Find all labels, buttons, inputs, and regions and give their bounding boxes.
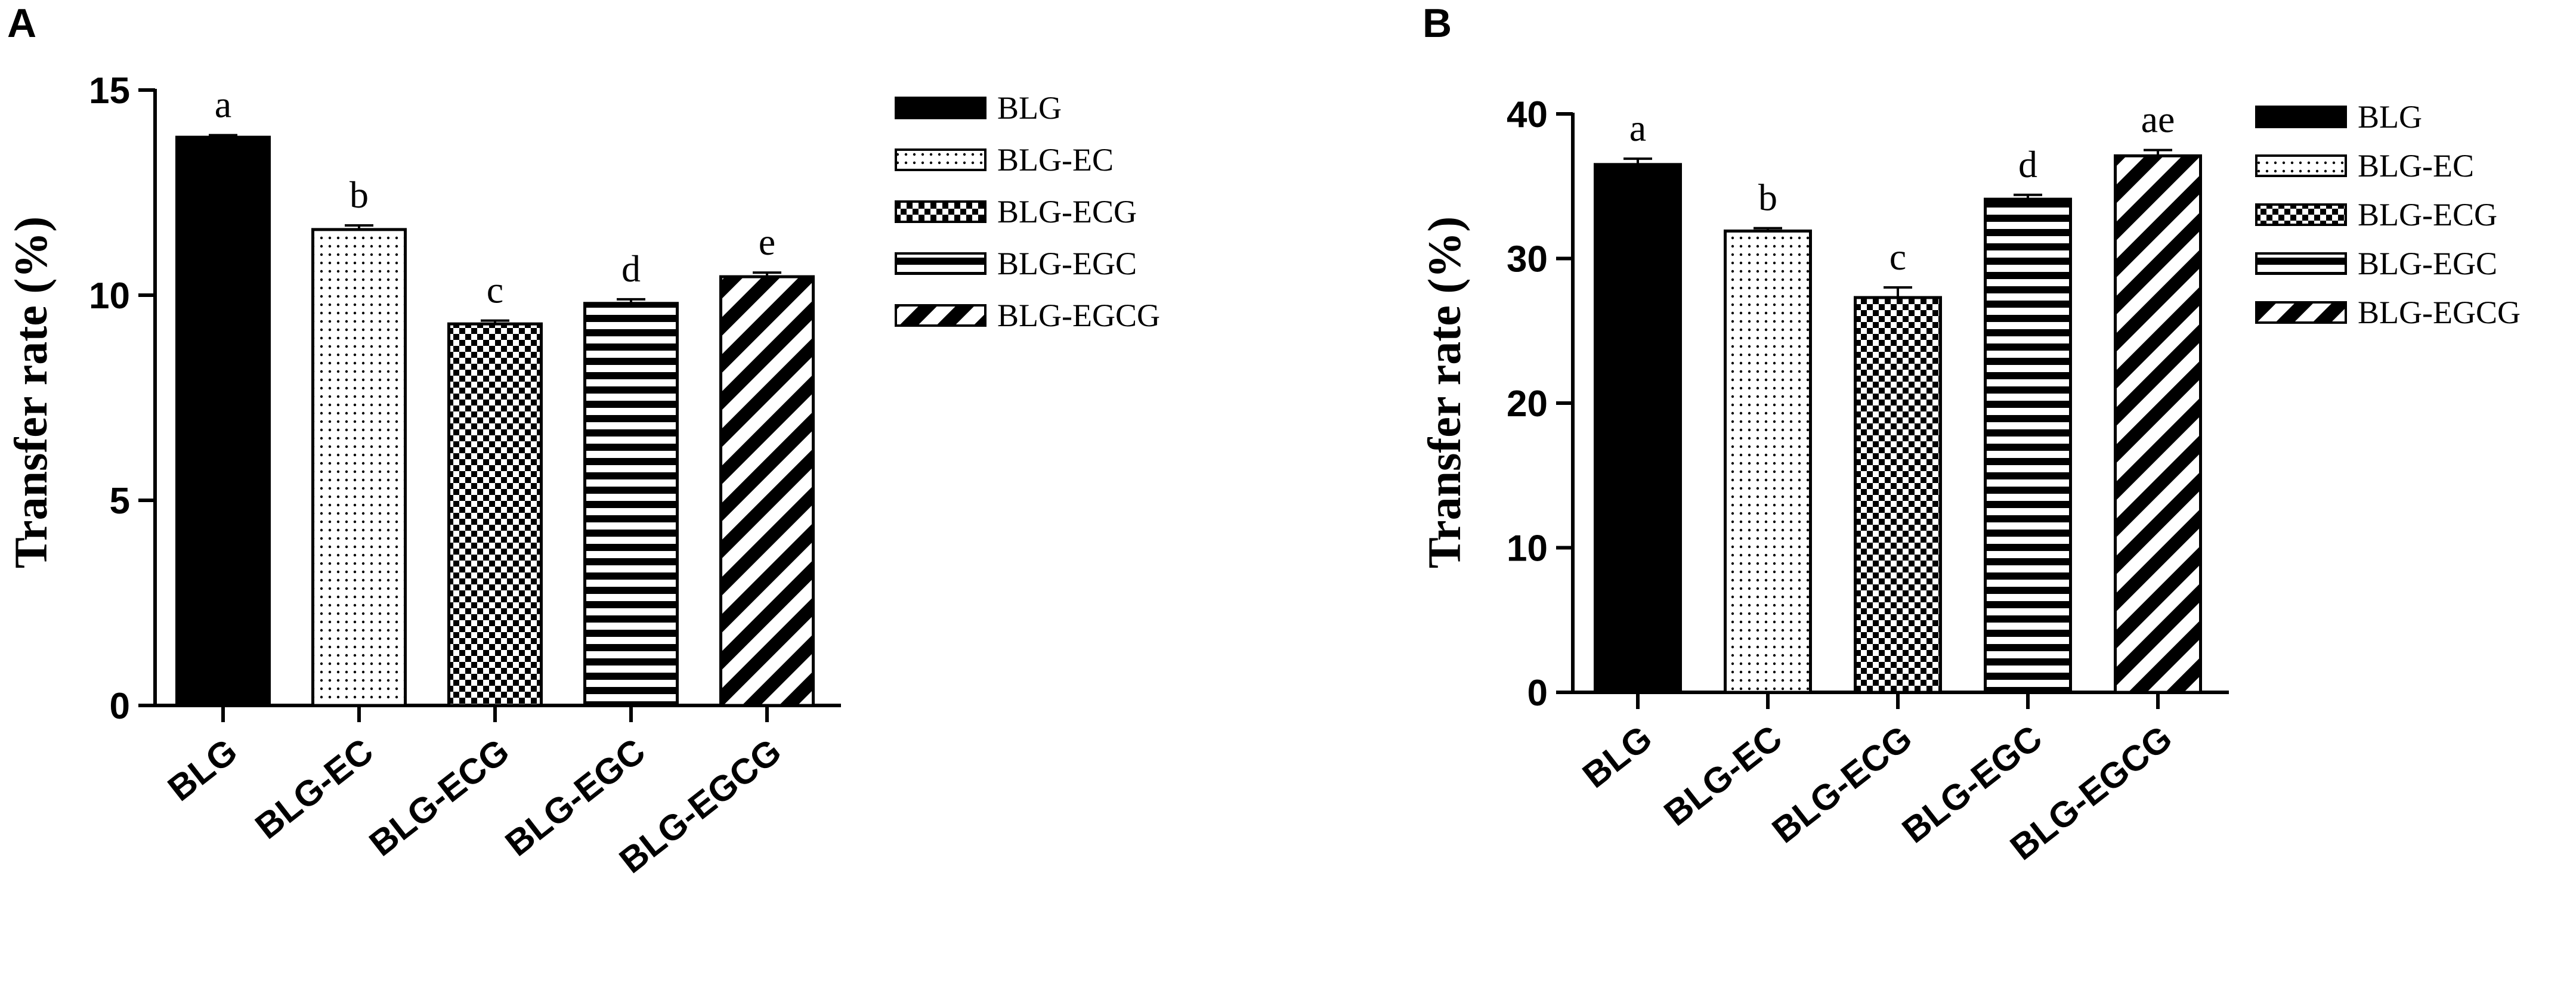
legend-label: BLG	[997, 90, 1062, 126]
y-tick-label: 40	[1507, 94, 1548, 135]
bar	[1724, 229, 1812, 694]
legend-label: BLG-EGCG	[997, 298, 1160, 333]
legend-swatch	[895, 97, 987, 119]
bar	[2114, 154, 2202, 694]
x-tick-label: BLG-ECG	[1765, 717, 1919, 850]
legend: BLG BLG-EC BLG-ECG BLG-EGC BLG-EGCG	[2255, 99, 2521, 330]
legend-swatch	[895, 200, 987, 223]
y-tick-label: 10	[1507, 528, 1548, 569]
significance-letter: ae	[2141, 98, 2175, 141]
y-tick-label: 20	[1507, 383, 1548, 425]
significance-letter: a	[1629, 107, 1646, 149]
panel-label: B	[1422, 1, 1452, 46]
bar	[1594, 163, 1682, 694]
bar	[447, 322, 543, 707]
legend-label: BLG-EGCG	[2358, 295, 2521, 330]
legend-swatch	[2255, 301, 2347, 324]
legend-label: BLG-EGC	[997, 246, 1137, 281]
bar	[311, 228, 407, 707]
legend-swatch	[2255, 106, 2347, 128]
bar	[719, 275, 815, 707]
legend-swatch	[895, 148, 987, 171]
significance-letter: d	[2018, 143, 2037, 185]
legend-label: BLG	[2358, 99, 2422, 135]
x-tick-label: BLG	[1575, 717, 1659, 795]
legend-label: BLG-EC	[997, 142, 1114, 178]
y-axis-label: Transfer rate (%)	[5, 216, 57, 569]
bars: a b c d ae	[1594, 98, 2202, 694]
y-tick-label: 30	[1507, 239, 1548, 280]
x-tick-label: BLG-EC	[248, 730, 381, 846]
x-tick-label: BLG	[160, 730, 245, 809]
significance-letter: c	[487, 269, 503, 311]
panel-label: A	[7, 1, 36, 46]
significance-letter: c	[1890, 236, 1906, 278]
legend-label: BLG-EC	[2358, 148, 2474, 184]
legend-swatch	[2255, 154, 2347, 177]
bar	[175, 135, 271, 707]
legend-swatch	[895, 304, 987, 327]
legend-label: BLG-EGC	[2358, 246, 2497, 281]
bar	[583, 302, 679, 707]
significance-letter: e	[759, 221, 775, 263]
legend: BLG BLG-EC BLG-ECG BLG-EGC BLG-EGCG	[895, 90, 1160, 333]
legend-label: BLG-ECG	[997, 194, 1137, 230]
significance-letter: b	[1758, 177, 1777, 219]
y-tick-label: 0	[1527, 673, 1548, 714]
legend-swatch	[2255, 203, 2347, 226]
y-tick-label: 15	[89, 70, 130, 112]
bars: a b c d e	[175, 83, 815, 707]
x-tick-label: BLG-ECG	[362, 730, 517, 863]
y-tick-label: 0	[110, 686, 130, 727]
significance-letter: b	[350, 174, 369, 216]
significance-letter: a	[215, 83, 231, 126]
legend-label: BLG-ECG	[2358, 197, 2497, 233]
y-axis-label: Transfer rate (%)	[1418, 216, 1470, 569]
bar	[1854, 296, 1942, 694]
legend-swatch	[2255, 252, 2347, 275]
bar	[1984, 197, 2072, 694]
significance-letter: d	[621, 247, 641, 290]
legend-swatch	[895, 252, 987, 275]
y-tick-label: 10	[89, 276, 130, 317]
chart-panel-b: B Transfer rate (%) 010203040BLGBLG-ECBL…	[1418, 1, 2521, 868]
y-tick-label: 5	[110, 481, 130, 522]
